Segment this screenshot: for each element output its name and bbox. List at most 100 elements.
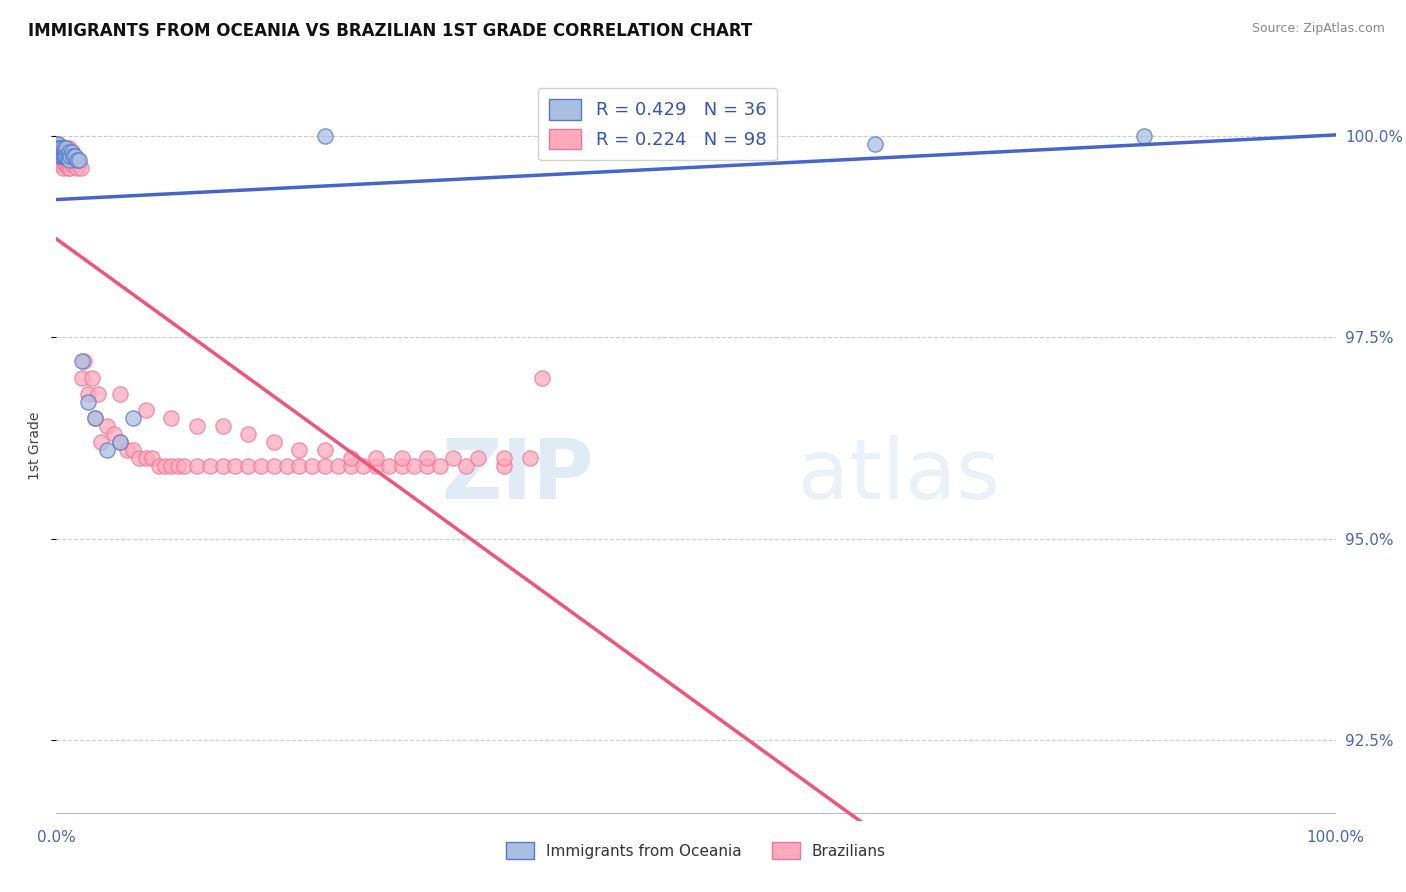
Point [263,434,285,449]
Point [73,354,96,368]
Point [110,434,132,449]
Point [80,370,103,384]
Point [263,459,285,474]
Point [160,459,183,474]
Point [52,149,75,163]
Point [416,459,439,474]
Point [236,426,260,441]
Point [96,418,118,433]
Point [236,459,260,474]
Point [531,370,554,384]
Point [211,459,233,474]
Point [60,157,83,171]
Point [52,161,75,175]
Point [352,459,374,474]
Point [224,459,246,474]
Point [492,451,515,466]
Point [52,149,75,163]
Point [314,128,336,143]
Point [211,418,233,433]
Point [49,149,72,163]
Point [52,149,75,163]
Point [173,459,195,474]
Point [45,136,67,151]
Point [55,141,77,155]
Point [276,459,298,474]
Point [339,451,361,466]
Text: atlas: atlas [799,435,1000,516]
Point [58,157,80,171]
Point [115,443,138,458]
Point [55,149,77,163]
Point [492,459,515,474]
Point [49,149,72,163]
Point [1133,128,1156,143]
Point [83,410,105,425]
Point [122,443,145,458]
Point [62,149,84,163]
Point [135,402,157,417]
Point [56,161,79,175]
Point [96,443,118,458]
Point [863,136,886,151]
Point [416,451,439,466]
Point [160,410,183,425]
Point [441,451,464,466]
Point [48,149,70,163]
Legend: Immigrants from Oceania, Brazilians: Immigrants from Oceania, Brazilians [501,836,891,865]
Point [454,459,477,474]
Point [51,149,73,163]
Point [46,149,69,163]
Point [52,145,75,159]
Point [166,459,188,474]
Point [186,418,208,433]
Point [49,145,72,159]
Point [51,141,73,155]
Point [51,141,73,155]
Point [148,459,170,474]
Point [52,141,75,155]
Point [60,145,83,159]
Point [63,153,86,167]
Point [391,459,413,474]
Point [52,149,75,163]
Point [58,145,80,159]
Point [378,459,401,474]
Point [49,141,72,155]
Point [48,153,70,167]
Point [45,136,67,151]
Point [67,153,90,167]
Point [49,157,72,171]
Point [48,141,70,155]
Point [404,459,426,474]
Point [53,157,76,171]
Point [103,426,125,441]
Point [53,141,76,155]
Point [153,459,176,474]
Point [135,451,157,466]
Point [128,451,150,466]
Text: IMMIGRANTS FROM OCEANIA VS BRAZILIAN 1ST GRADE CORRELATION CHART: IMMIGRANTS FROM OCEANIA VS BRAZILIAN 1ST… [28,22,752,40]
Point [52,141,75,155]
Point [366,451,388,466]
Point [339,459,361,474]
Point [250,459,273,474]
Point [582,128,605,143]
Point [58,153,80,167]
Point [122,410,145,425]
Point [53,149,76,163]
Point [65,149,87,163]
Point [391,451,413,466]
Point [429,459,451,474]
Point [288,459,311,474]
Y-axis label: 1st Grade: 1st Grade [28,412,42,480]
Point [55,157,77,171]
Point [110,386,132,401]
Point [51,157,73,171]
Point [55,145,77,159]
Point [467,451,489,466]
Point [60,145,83,159]
Point [46,141,69,155]
Point [90,434,112,449]
Point [77,386,100,401]
